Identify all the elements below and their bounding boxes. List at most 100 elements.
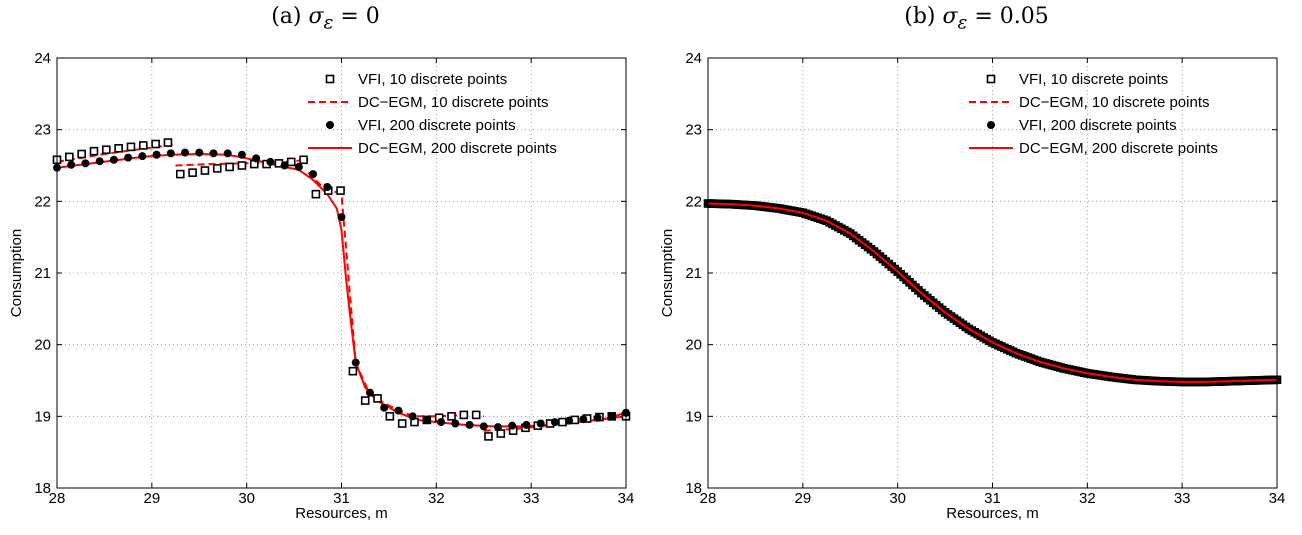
data-point-dot	[195, 148, 204, 157]
y-tick-label: 24	[685, 50, 702, 67]
data-point-dot	[124, 153, 133, 162]
data-point-dot	[95, 157, 104, 166]
data-point-square	[447, 412, 456, 421]
legend: VFI, 10 discrete points DC−EGM, 10 discre…	[308, 71, 557, 157]
legend-marker-dot	[326, 121, 334, 129]
legend-label: VFI, 10 discrete points	[358, 71, 507, 88]
data-point-square	[311, 189, 321, 199]
data-point-square	[163, 138, 173, 147]
data-point-dot	[323, 183, 332, 191]
x-tick-label: 28	[49, 490, 66, 507]
y-tick-label: 20	[685, 337, 702, 354]
y-tick-label: 20	[34, 337, 51, 354]
data-point-dot	[408, 412, 417, 421]
data-point-dot	[522, 420, 531, 429]
y-tick-label: 21	[685, 265, 702, 282]
chart-title-rest: = 0.05	[967, 4, 1049, 29]
y-axis-label: Consumption	[8, 229, 25, 317]
data-point-square	[336, 186, 345, 195]
data-point-dot	[309, 170, 318, 179]
data-point-square	[138, 141, 148, 150]
plot-frame	[56, 57, 627, 489]
y-tick-label: 19	[685, 408, 702, 425]
data-point-square	[385, 412, 395, 421]
data-point-square	[89, 146, 99, 156]
data-point-dot	[152, 150, 161, 159]
data-point-square	[360, 396, 370, 405]
data-point-dot	[138, 152, 147, 161]
data-point-square	[188, 168, 197, 177]
data-point-dot	[365, 388, 374, 397]
data-series	[703, 199, 1282, 387]
x-axis-label: Resources, m	[295, 505, 388, 522]
x-tick-label: 34	[618, 490, 635, 507]
legend-label: VFI, 200 discrete points	[358, 117, 516, 134]
x-tick-label: 30	[889, 490, 906, 507]
legend-label: VFI, 200 discrete points	[1019, 117, 1177, 134]
data-point-dot	[351, 358, 360, 367]
data-point-square	[114, 144, 123, 153]
data-point-square	[558, 417, 567, 427]
data-point-square	[373, 394, 382, 403]
data-point-square	[212, 164, 222, 173]
data-point-dot	[67, 160, 76, 169]
data-point-square	[397, 419, 407, 428]
data-point-dot	[479, 422, 488, 431]
data-point-square	[175, 169, 185, 179]
chart-title-symbol: σ	[308, 4, 324, 29]
y-tick-label: 18	[34, 480, 51, 497]
data-point-square	[102, 145, 111, 155]
legend-label: DC−EGM, 10 discrete points	[1019, 94, 1210, 111]
data-point-dot	[465, 420, 474, 429]
data-point-dot	[593, 413, 602, 422]
data-point-square	[484, 432, 493, 441]
data-point-square	[126, 142, 136, 152]
legend-marker-square	[986, 74, 996, 84]
data-point-dot	[550, 418, 559, 427]
x-tick-label: 31	[984, 490, 1001, 507]
x-tick-label: 33	[1174, 490, 1191, 507]
x-tick-label: 29	[794, 490, 811, 507]
data-point-dot	[565, 416, 574, 425]
data-point-dot	[493, 423, 502, 432]
x-tick-label: 33	[523, 490, 540, 507]
y-tick-label: 23	[685, 122, 702, 139]
legend-label: DC−EGM, 200 discrete points	[358, 140, 557, 157]
data-point-dot	[437, 418, 446, 427]
x-tick-label: 32	[1079, 490, 1096, 507]
data-point-dot	[607, 412, 616, 421]
legend-marker-square	[325, 74, 335, 84]
data-point-dot	[166, 149, 175, 158]
legend: VFI, 10 discrete points DC−EGM, 10 discre…	[969, 71, 1218, 157]
data-point-dot	[237, 150, 246, 159]
data-point-square	[299, 155, 308, 165]
data-point-square	[471, 410, 481, 420]
data-point-dot	[451, 419, 460, 428]
data-point-dot	[508, 421, 517, 430]
data-point-square	[496, 429, 506, 438]
data-point-dot	[536, 419, 545, 428]
data-point-dot	[181, 148, 190, 157]
data-point-dot	[109, 155, 118, 164]
data-point-square	[151, 139, 160, 149]
data-point-square	[65, 152, 74, 162]
chart-title-subscript: ε	[323, 12, 334, 34]
legend-label: DC−EGM, 200 discrete points	[1019, 140, 1218, 157]
y-tick-label: 18	[685, 480, 702, 497]
x-tick-label: 28	[700, 490, 717, 507]
data-point-dot	[380, 403, 389, 412]
y-tick-label: 24	[34, 50, 51, 67]
data-point-dot	[81, 159, 90, 168]
data-point-dot	[280, 161, 289, 170]
chart-title-subscript: ε	[957, 12, 968, 34]
y-axis-label: Consumption	[659, 229, 676, 317]
chart-svg-a: 28 29 30 31 32 33 34 18 19 20 21 22 23 24 Resources, m…	[8, 50, 635, 522]
legend-label: VFI, 10 discrete points	[1019, 71, 1168, 88]
chart-title-rest: = 0	[333, 4, 380, 29]
data-point-square	[459, 410, 469, 420]
data-point-square	[286, 157, 296, 167]
x-tick-label: 31	[333, 490, 350, 507]
data-point-dot	[394, 406, 403, 415]
chart-title-symbol: σ	[942, 4, 958, 29]
data-point-square	[237, 161, 247, 170]
